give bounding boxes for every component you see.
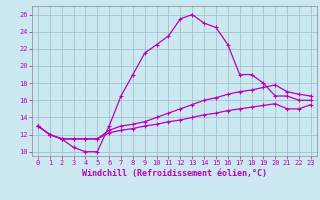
X-axis label: Windchill (Refroidissement éolien,°C): Windchill (Refroidissement éolien,°C) — [82, 169, 267, 178]
